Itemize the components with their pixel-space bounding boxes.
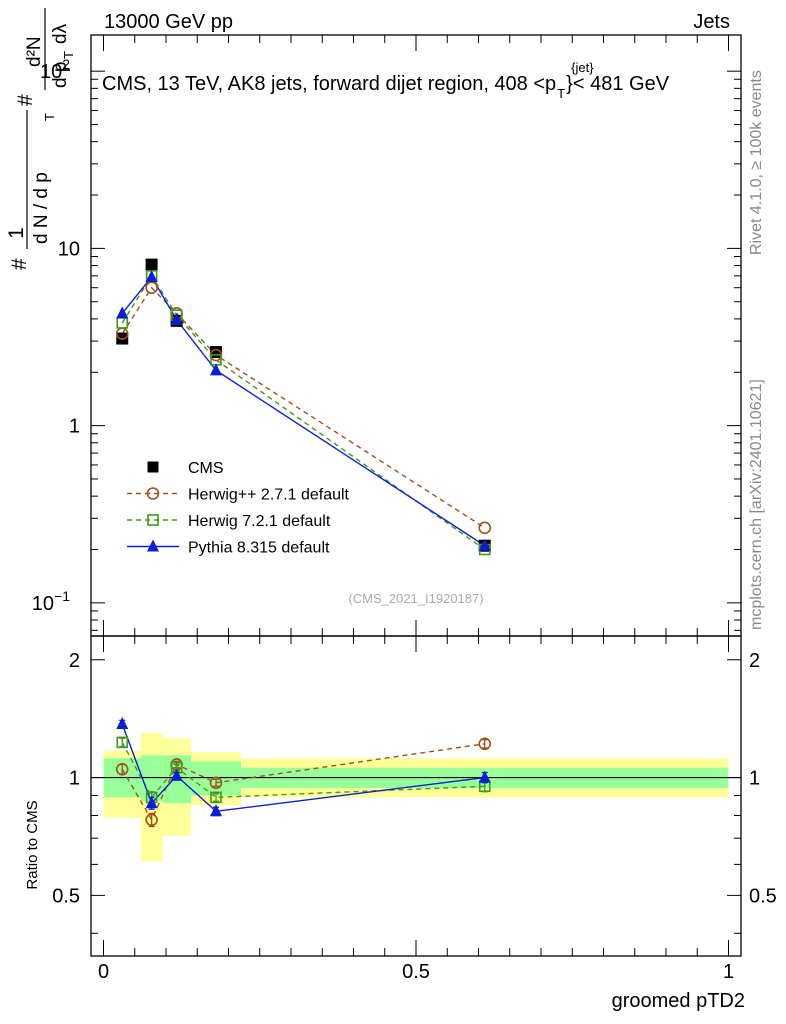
legend-label: Herwig++ 2.7.1 default <box>188 487 350 504</box>
data-point <box>145 269 158 282</box>
ratio-y-tick-label-right: 1 <box>749 768 760 790</box>
ylabel-hash1: # <box>8 258 31 270</box>
data-point <box>478 770 491 783</box>
title-sub: T <box>557 86 565 101</box>
data-point <box>170 768 183 781</box>
rivet-label: Rivet 4.1.0, ≥ 100k events <box>748 70 765 255</box>
data-point <box>478 538 491 551</box>
header-right: Jets <box>693 11 730 33</box>
ratio-y-tick-label-left: 0.5 <box>52 885 80 907</box>
ylabel-frac2-num: d²N <box>24 36 45 67</box>
mcplots-label: mcplots.cern.ch [arXiv:2401.10621] <box>748 379 765 630</box>
data-point <box>147 539 159 552</box>
ratio-y-tick-label-right: 0.5 <box>749 885 777 907</box>
main-y-tick-label: 10−1 <box>32 588 70 615</box>
data-point <box>116 736 129 749</box>
data-point <box>147 461 159 473</box>
x-tick-label: 1 <box>723 961 734 983</box>
ratio-y-tick-label-right: 2 <box>749 650 760 672</box>
title-tail: }< 481 GeV <box>566 73 670 95</box>
band-green <box>191 761 241 796</box>
data-point <box>170 312 183 325</box>
main-y-tick-label: 102 <box>40 56 70 83</box>
ylabel-frac2-den-sub: T <box>61 51 76 59</box>
data-point <box>116 317 129 329</box>
legend-label: CMS <box>188 460 224 477</box>
data-point <box>145 281 158 295</box>
header-left: 13000 GeV pp <box>104 11 233 33</box>
x-tick-label: 0.5 <box>402 961 430 983</box>
data-point <box>146 487 160 500</box>
main-y-tick-label: 1 <box>69 416 80 438</box>
data-point <box>209 776 223 790</box>
ylabel-frac2-den-tail: dλ <box>50 23 71 44</box>
reference-label: (CMS_2021_I1920187) <box>348 591 483 606</box>
data-point <box>115 762 129 776</box>
ylabel-frac1-den-sub: T <box>42 113 57 121</box>
data-point <box>116 717 129 730</box>
ylabel-hash2: # <box>14 94 37 106</box>
chart-title: CMS, 13 TeV, AK8 jets, forward dijet reg… <box>102 60 670 101</box>
data-point <box>478 521 492 535</box>
axis-ticks: 10−1 1 10 102 0.5 0.5 1 1 2 2 0 0.5 1 <box>32 35 777 983</box>
data-point <box>145 258 158 271</box>
data-point <box>210 354 222 366</box>
main-y-axis-label: # 1 d N / d p T # d²N d p T dλ <box>5 8 76 270</box>
data-point <box>116 306 129 319</box>
series-markers <box>115 258 492 828</box>
legend: CMS Herwig++ 2.7.1 default Herwig 7.2.1 de… <box>127 460 350 557</box>
data-point <box>210 363 222 376</box>
data-point <box>147 514 159 526</box>
legend-label: Pythia 8.315 default <box>188 540 330 557</box>
title-sup: {jet} <box>571 60 594 75</box>
data-point <box>145 813 158 827</box>
x-tick-label: 0 <box>98 961 109 983</box>
main-y-tick-label: 10 <box>58 238 80 260</box>
data-point <box>145 796 158 809</box>
legend-label: Herwig 7.2.1 default <box>188 513 331 530</box>
data-point <box>210 791 222 804</box>
x-axis-label: groomed pTD2 <box>612 990 745 1012</box>
ratio-y-tick-label-left: 2 <box>69 650 80 672</box>
ylabel-frac2-den: d p <box>50 62 71 88</box>
ylabel-frac1-den: d N / d p <box>31 172 52 244</box>
ratio-uncertainty-bands <box>103 732 729 862</box>
ylabel-frac1-num: 1 <box>5 227 28 239</box>
title-main: CMS, 13 TeV, AK8 jets, forward dijet reg… <box>102 73 556 95</box>
ratio-y-tick-label-left: 1 <box>69 768 80 790</box>
data-point <box>478 737 492 751</box>
ratio-y-axis-label: Ratio to CMS <box>24 800 41 889</box>
data-point <box>210 804 222 817</box>
